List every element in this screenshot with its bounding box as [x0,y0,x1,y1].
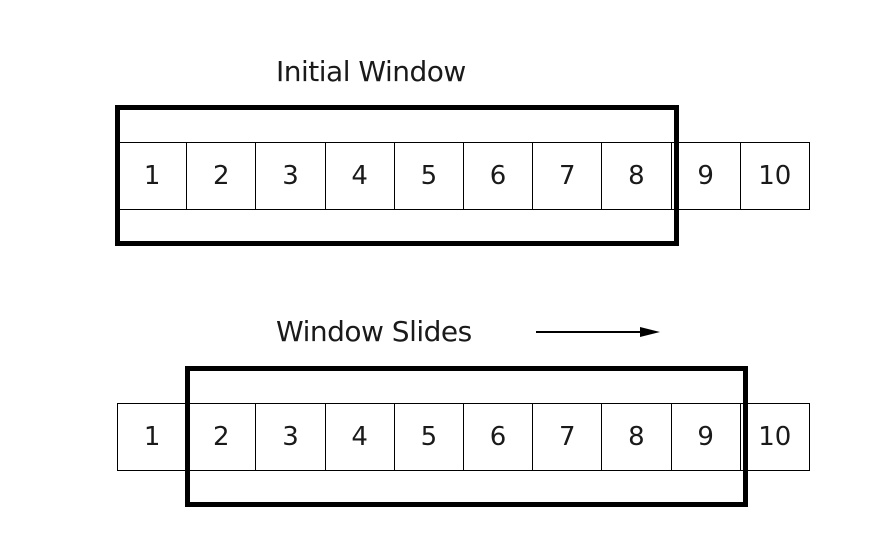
sequence-cell: 2 [186,403,257,471]
initial-window-caption: Initial Window [276,55,466,88]
sequence-cell: 5 [393,403,464,471]
sequence-row-slid: 1 2 3 4 5 6 7 8 9 10 [117,403,810,471]
sequence-cell: 4 [324,142,395,210]
sequence-cell: 10 [739,403,810,471]
sequence-cell: 6 [462,403,534,471]
sequence-cell: 7 [532,403,603,471]
sequence-cell: 9 [670,403,741,471]
sequence-cell: 8 [601,403,672,471]
sequence-row-initial: 1 2 3 4 5 6 7 8 9 10 [117,142,810,210]
sequence-cell: 5 [393,142,464,210]
sequence-cell: 10 [739,142,810,210]
sequence-cell: 4 [324,403,395,471]
sequence-cell: 1 [117,403,188,471]
sequence-cell: 1 [117,142,188,210]
sequence-cell: 9 [670,142,741,210]
sequence-cell: 3 [255,142,326,210]
sequence-cell: 2 [186,142,257,210]
sequence-cell: 6 [462,142,534,210]
window-slides-caption: Window Slides [276,315,472,348]
arrow-right-icon [536,327,660,337]
sequence-cell: 8 [601,142,672,210]
sequence-cell: 7 [532,142,603,210]
sequence-cell: 3 [255,403,326,471]
